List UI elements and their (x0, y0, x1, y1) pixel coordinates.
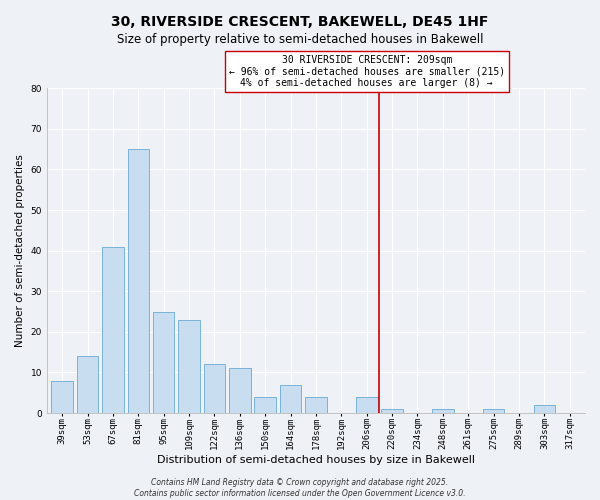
Text: 30, RIVERSIDE CRESCENT, BAKEWELL, DE45 1HF: 30, RIVERSIDE CRESCENT, BAKEWELL, DE45 1… (112, 15, 488, 29)
Bar (229, 368, 251, 413)
Bar (533, 405, 555, 413)
Bar (178, 320, 200, 413)
Bar (52, 380, 73, 413)
Text: 30 RIVERSIDE CRESCENT: 209sqm
← 96% of semi-detached houses are smaller (215)
4%: 30 RIVERSIDE CRESCENT: 209sqm ← 96% of s… (229, 55, 505, 88)
Bar (382, 409, 403, 413)
Bar (128, 149, 149, 413)
Bar (254, 397, 276, 413)
Bar (102, 246, 124, 413)
X-axis label: Distribution of semi-detached houses by size in Bakewell: Distribution of semi-detached houses by … (157, 455, 475, 465)
Bar (432, 409, 454, 413)
Bar (483, 409, 505, 413)
Text: Size of property relative to semi-detached houses in Bakewell: Size of property relative to semi-detach… (117, 32, 483, 46)
Bar (305, 397, 327, 413)
Bar (153, 312, 175, 413)
Bar (280, 384, 301, 413)
Bar (203, 364, 225, 413)
Bar (356, 397, 377, 413)
Text: Contains HM Land Registry data © Crown copyright and database right 2025.
Contai: Contains HM Land Registry data © Crown c… (134, 478, 466, 498)
Bar (77, 356, 98, 413)
Y-axis label: Number of semi-detached properties: Number of semi-detached properties (15, 154, 25, 347)
